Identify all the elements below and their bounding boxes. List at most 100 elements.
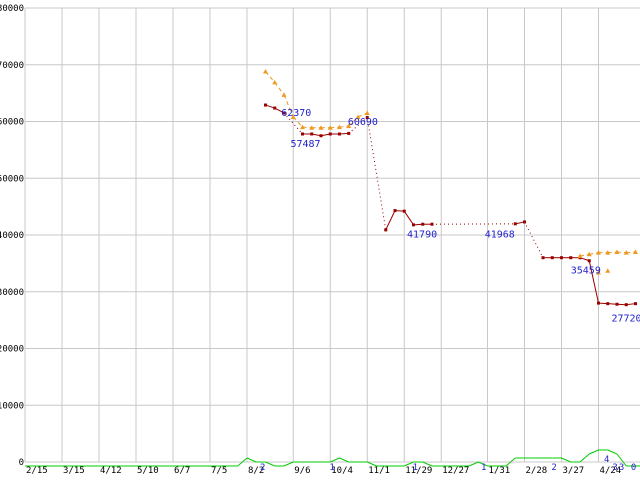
y-axis-label: 40000 xyxy=(0,231,24,241)
extra-marker xyxy=(596,269,601,275)
x-axis-label: 1/31 xyxy=(489,466,511,476)
average-price-line-segment xyxy=(348,117,368,134)
y-axis-label: 60000 xyxy=(0,118,24,128)
listings-count-line-segment xyxy=(478,461,488,467)
listings-count-line-segment xyxy=(589,449,599,455)
y-axis-label: 10000 xyxy=(0,401,24,411)
high-price-line-segment xyxy=(330,126,340,129)
count-annotation: 0 xyxy=(631,463,636,473)
average-price-marker xyxy=(541,256,545,260)
high-price-marker xyxy=(605,250,611,255)
listings-count-line-segment xyxy=(422,461,433,467)
value-annotation: 35459 xyxy=(571,266,601,277)
count-annotation: 1 xyxy=(329,463,334,473)
average-price-marker xyxy=(412,223,415,227)
listings-count-line-segment xyxy=(283,461,294,467)
average-price-line-segment xyxy=(598,302,608,305)
high-price-marker xyxy=(318,125,324,130)
average-price-marker xyxy=(384,228,388,232)
x-axis-label: 3/15 xyxy=(63,466,85,476)
high-price-marker xyxy=(309,125,315,130)
listings-count-line-segment xyxy=(330,457,340,463)
high-price-line-segment xyxy=(616,251,627,254)
high-price-marker xyxy=(346,123,352,129)
high-price-marker xyxy=(596,250,601,255)
high-price-marker xyxy=(263,69,268,74)
value-annotation: 60690 xyxy=(348,117,378,128)
listings-count-line-segment xyxy=(616,453,627,467)
average-price-line-segment xyxy=(579,257,590,262)
average-price-marker xyxy=(513,222,517,226)
count-annotation: 2 xyxy=(551,463,556,473)
average-price-marker xyxy=(301,132,304,136)
high-price-marker xyxy=(290,114,296,119)
average-price-line-segment xyxy=(366,117,387,230)
x-axis-label: 7/5 xyxy=(211,466,227,476)
count-annotation: 1 xyxy=(481,463,486,473)
listings-count-line-segment xyxy=(246,457,257,463)
value-annotation: 41968 xyxy=(485,229,515,240)
average-price-marker xyxy=(273,106,277,110)
average-price-marker xyxy=(393,209,397,213)
average-price-marker xyxy=(365,116,369,120)
listings-count-line-segment xyxy=(561,457,571,463)
x-axis-label: 4/24 xyxy=(600,466,622,476)
average-price-line-segment xyxy=(607,303,618,305)
average-price-marker xyxy=(634,302,637,306)
high-price-line-segment xyxy=(274,82,285,96)
x-axis-label: 5/10 xyxy=(137,466,159,476)
high-price-marker xyxy=(586,251,592,257)
listings-count-line-segment xyxy=(404,461,414,467)
high-price-marker xyxy=(614,249,620,255)
high-price-marker xyxy=(272,79,278,85)
y-axis-label: 80000 xyxy=(0,4,24,14)
average-price-marker xyxy=(606,302,610,306)
listings-count-line-segment xyxy=(367,461,377,467)
x-axis-label: 11/29 xyxy=(405,466,432,476)
listings-count-line-segment xyxy=(339,457,349,463)
high-price-marker xyxy=(633,249,638,255)
y-axis-label: 30000 xyxy=(0,288,24,298)
x-axis-label: 8/2 xyxy=(248,466,264,476)
high-price-marker xyxy=(577,253,583,258)
average-price-marker xyxy=(328,132,332,136)
high-price-line-segment xyxy=(607,251,618,254)
count-annotation: 1 xyxy=(413,463,418,473)
average-price-line-segment xyxy=(265,104,275,109)
count-annotation: 2 xyxy=(260,463,265,473)
x-axis-label: 12/27 xyxy=(442,466,469,476)
average-price-marker xyxy=(421,222,425,226)
average-price-line-segment xyxy=(311,133,322,137)
y-axis-label: 0 xyxy=(19,458,24,468)
x-axis-label: 2/28 xyxy=(526,466,548,476)
listings-count-line-segment xyxy=(505,457,516,467)
average-price-line-segment xyxy=(588,260,599,304)
x-axis-label: 4/12 xyxy=(100,466,122,476)
average-price-marker xyxy=(338,132,341,136)
average-price-marker xyxy=(319,134,323,138)
x-axis-label: 2/15 xyxy=(26,466,48,476)
value-annotation: 62370 xyxy=(281,108,311,119)
average-price-marker xyxy=(523,220,526,224)
average-price-marker xyxy=(402,209,406,213)
listings-count-line-segment xyxy=(607,449,618,455)
y-axis-label: 50000 xyxy=(0,174,24,184)
high-price-marker xyxy=(337,124,342,130)
high-price-marker xyxy=(327,125,333,130)
y-axis-label: 20000 xyxy=(0,345,24,355)
listings-count-line-segment xyxy=(265,461,275,467)
listings-count-line-segment xyxy=(468,461,479,467)
average-price-line-segment xyxy=(524,221,544,258)
average-price-marker xyxy=(587,259,591,263)
average-price-line-segment xyxy=(339,132,349,135)
average-price-marker xyxy=(550,256,554,260)
high-price-line-segment xyxy=(626,251,636,254)
y-axis-label: 70000 xyxy=(0,61,24,71)
high-price-marker xyxy=(355,114,361,119)
average-price-line-segment xyxy=(320,133,331,137)
average-price-marker xyxy=(569,256,573,260)
average-price-line-segment xyxy=(403,210,414,226)
high-price-line-segment xyxy=(302,126,312,129)
average-price-line-segment xyxy=(283,112,303,135)
